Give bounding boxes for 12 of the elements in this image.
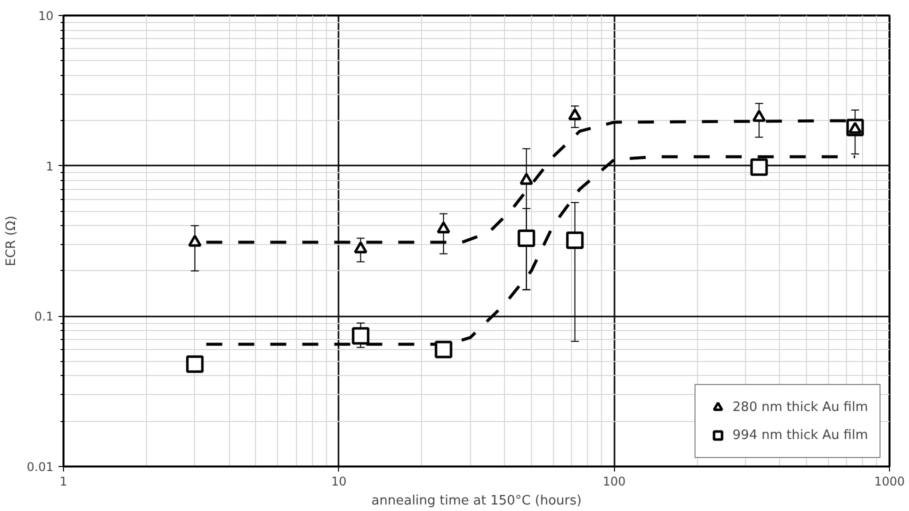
legend-label: 280 nm thick Au film [732,400,868,414]
y-axis-title: ECR (Ω) [4,216,19,266]
y-tick-label: 1 [46,159,54,174]
x-tick-label: 1 [60,474,68,488]
y-tick-label: 10 [38,9,54,23]
y-tick-label: 0.01 [26,460,54,474]
x-axis-title: annealing time at 150°C (hours) [371,494,582,508]
x-tick-label: 100 [602,474,626,488]
legend-label: 994 nm thick Au film [732,428,868,442]
y-tick-label: 0.1 [34,310,54,324]
x-tick-label: 1000 [874,474,905,488]
x-tick-label: 10 [331,474,346,488]
